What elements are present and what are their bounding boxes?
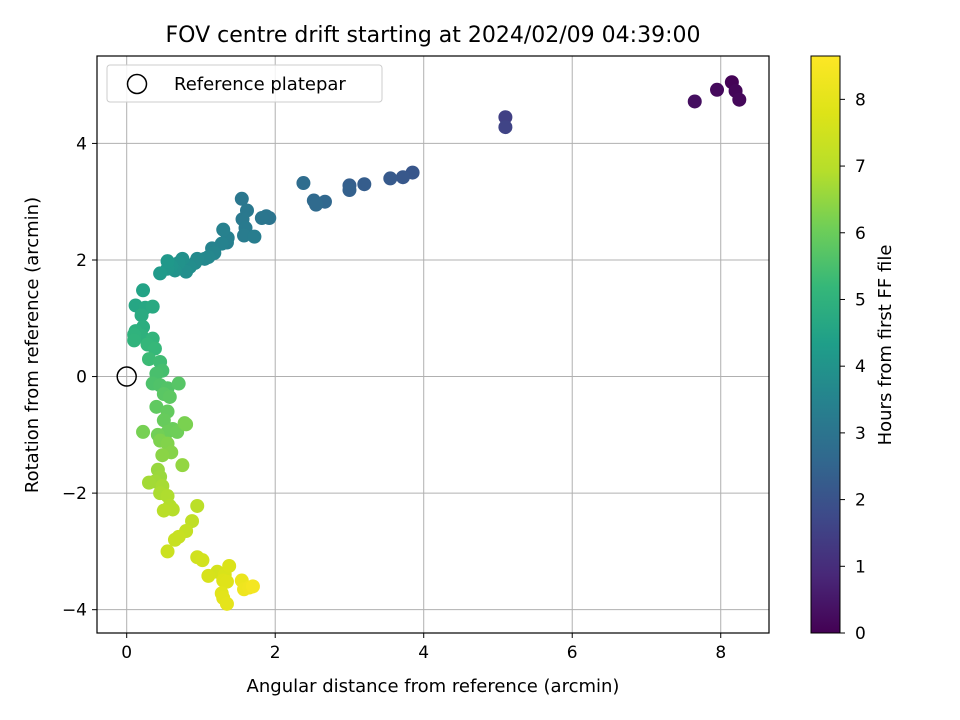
data-point — [237, 228, 252, 243]
data-point — [195, 553, 210, 568]
colorbar-tick-label: 3 — [855, 424, 866, 444]
data-point — [245, 579, 260, 594]
y-tick-label: −2 — [62, 484, 87, 504]
data-point — [190, 498, 205, 513]
legend-marker-icon — [126, 73, 148, 95]
legend-box — [106, 64, 383, 103]
data-point — [296, 176, 311, 191]
data-point — [147, 341, 162, 356]
legend: Reference platepar — [106, 64, 383, 103]
data-point — [136, 283, 151, 298]
reference-platepar-marker — [116, 366, 137, 387]
colorbar-tick-label: 2 — [855, 491, 866, 511]
data-point — [219, 574, 234, 589]
data-point — [160, 544, 175, 559]
colorbar-tick-label: 5 — [855, 290, 866, 310]
data-point — [153, 266, 168, 281]
data-point — [160, 254, 175, 269]
colorbar-tick-label: 7 — [855, 157, 866, 177]
data-point — [309, 197, 324, 212]
colorbar-tick-label: 8 — [855, 90, 866, 110]
data-point — [136, 424, 151, 439]
colorbar-tick-label: 1 — [855, 557, 866, 577]
data-point — [710, 82, 725, 97]
data-points — [127, 75, 747, 611]
data-point — [383, 171, 398, 186]
colorbar-tick-label: 4 — [855, 357, 866, 377]
data-point — [687, 94, 702, 109]
data-point — [171, 376, 186, 391]
data-point — [156, 503, 171, 518]
data-point — [498, 110, 513, 125]
data-point — [234, 191, 249, 206]
y-tick-label: 4 — [76, 134, 87, 154]
legend-entry-reference-platepar: Reference platepar — [174, 74, 346, 95]
data-point — [141, 475, 156, 490]
data-point — [134, 308, 149, 323]
y-axis-label: Rotation from reference (arcmin) — [22, 197, 43, 493]
data-point — [156, 413, 171, 428]
x-tick-label: 2 — [270, 643, 281, 663]
colorbar-tick-label: 0 — [855, 624, 866, 644]
data-point — [127, 333, 142, 348]
y-tick-label: −4 — [62, 601, 87, 621]
data-point — [162, 389, 177, 404]
data-point — [357, 177, 372, 192]
grid-lines — [97, 56, 769, 633]
data-point — [342, 183, 357, 198]
chart-title: FOV centre drift starting at 2024/02/09 … — [166, 23, 701, 48]
colorbar-ticks: 0 1 2 3 4 5 6 7 8 — [840, 90, 866, 644]
colorbar — [810, 55, 841, 634]
data-point — [498, 120, 513, 135]
x-tick-label: 4 — [418, 643, 429, 663]
data-point — [732, 92, 747, 107]
data-point — [395, 170, 410, 185]
y-tick-label: 0 — [76, 368, 87, 388]
data-point — [175, 458, 190, 473]
data-point — [171, 529, 186, 544]
axis-ticks: 0 2 4 6 8 −4 −2 0 2 4 — [62, 134, 726, 663]
data-point — [201, 568, 216, 583]
data-point — [254, 211, 269, 226]
data-point — [222, 558, 237, 573]
x-axis-label: Angular distance from reference (arcmin) — [247, 676, 620, 697]
data-point — [179, 417, 194, 432]
plot-frame — [96, 55, 770, 634]
x-tick-label: 8 — [715, 643, 726, 663]
x-tick-label: 6 — [567, 643, 578, 663]
data-point — [219, 596, 234, 611]
y-tick-label: 2 — [76, 251, 87, 271]
data-point — [155, 448, 170, 463]
data-point — [149, 399, 164, 414]
x-tick-label: 0 — [121, 643, 132, 663]
data-point — [145, 299, 160, 314]
data-point — [247, 229, 262, 244]
colorbar-tick-label: 6 — [855, 224, 866, 244]
colorbar-label: Hours from first FF file — [875, 245, 896, 446]
data-point — [141, 352, 156, 367]
data-point — [216, 222, 231, 237]
